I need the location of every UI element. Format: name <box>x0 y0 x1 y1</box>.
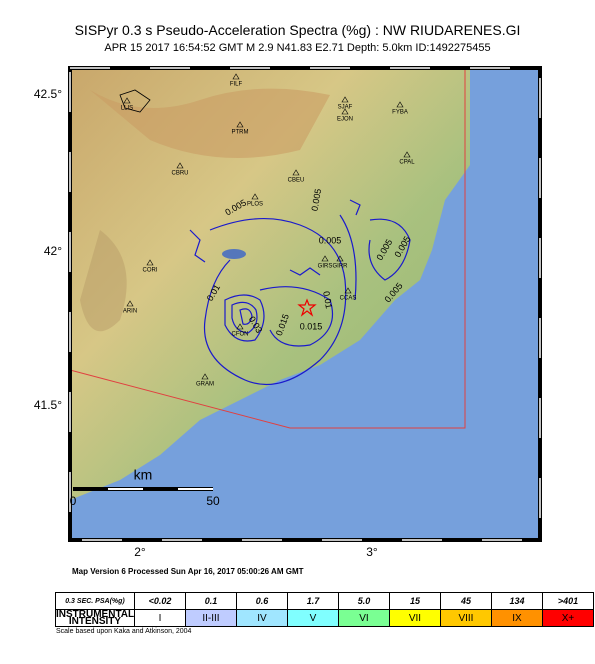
station-label: CBRU <box>171 171 188 177</box>
station-label: PTRM <box>232 130 249 136</box>
psa-value: 1.7 <box>286 592 339 610</box>
contour-label: 0.005 <box>319 235 342 245</box>
station <box>396 101 404 108</box>
psa-value: 45 <box>439 592 492 610</box>
station <box>251 193 259 200</box>
scale-note: Scale based upon Kaka and Atkinson, 2004 <box>56 628 192 635</box>
intensity-value: IX <box>490 609 543 627</box>
intensity-value: IV <box>235 609 288 627</box>
station-label: PLOS <box>247 202 263 208</box>
station <box>201 373 209 380</box>
mountains <box>90 88 330 158</box>
lake <box>222 249 246 259</box>
station-label: GRAM <box>196 382 214 388</box>
station-label: SJAF <box>338 105 353 111</box>
contours <box>189 199 411 386</box>
station-label: CFON <box>232 332 249 338</box>
border <box>119 89 151 113</box>
epicenter <box>297 298 317 317</box>
station <box>321 255 329 262</box>
station <box>236 121 244 128</box>
station-label: LLIS <box>121 106 133 112</box>
psa-value: 134 <box>490 592 543 610</box>
scale-start: 0 <box>70 494 77 508</box>
intensity-header: INSTRUMENTAL INTENSITY <box>55 609 135 627</box>
scale-bar: km 0 50 <box>70 467 220 508</box>
legend: 0.3 SEC. PSA(%g) <0.02 0.1 0.6 1.7 5.0 15 45 134… <box>55 592 594 627</box>
contour-label: 0.01 <box>321 290 334 309</box>
lat-label: 41.5° <box>34 398 62 412</box>
psa-value: 5.0 <box>337 592 390 610</box>
lon-label: 2° <box>134 545 146 559</box>
station <box>344 287 352 294</box>
psa-value: >401 <box>541 592 594 610</box>
intensity-value: X+ <box>541 609 594 627</box>
version: Map Version 6 Processed Sun Apr 16, 2017… <box>72 567 304 576</box>
title: SISPyr 0.3 s Pseudo-Acceleration Spectra… <box>74 22 521 38</box>
psa-value: <0.02 <box>133 592 186 610</box>
scale-bar-seg <box>108 488 143 490</box>
contour-label: 0.015 <box>300 321 323 331</box>
subtitle: APR 15 2017 16:54:52 GMT M 2.9 N41.83 E2… <box>104 42 491 54</box>
station <box>126 300 134 307</box>
station <box>232 73 240 80</box>
station <box>292 169 300 176</box>
station-label: GIRS <box>318 264 333 270</box>
station-label: FILF <box>230 82 243 88</box>
station <box>176 162 184 169</box>
relief <box>80 230 127 332</box>
land <box>70 68 470 500</box>
station-label: ARIN <box>123 309 137 315</box>
station-label: CBEU <box>288 178 305 184</box>
psa-value: 0.6 <box>235 592 288 610</box>
border-line <box>69 68 466 429</box>
station <box>336 255 344 262</box>
lon-label: 3° <box>366 545 378 559</box>
intensity-value: II-III <box>184 609 237 627</box>
lat-label: 42° <box>44 244 62 258</box>
intensity-value: I <box>133 609 186 627</box>
scale-end: 50 <box>206 494 220 508</box>
station <box>236 323 244 330</box>
lat-label: 42.5° <box>34 87 62 101</box>
station-label: EJON <box>337 117 353 123</box>
intensity-value: VIII <box>439 609 492 627</box>
map: FILF LLIS PTRM SJAF EJON FYBA CBRU CBEU CPAL PLOS… <box>34 66 542 576</box>
station <box>146 259 154 266</box>
intensity-value: VI <box>337 609 390 627</box>
station-label: FYBA <box>392 110 408 116</box>
intensity-value: V <box>286 609 339 627</box>
station-label: CPAL <box>399 160 415 166</box>
psa-value: 15 <box>388 592 441 610</box>
station <box>123 97 131 104</box>
station <box>341 108 349 115</box>
map-frame <box>68 66 542 542</box>
station-label: CORI <box>143 268 158 274</box>
station-label: GIRR <box>333 264 349 270</box>
scale-unit: km <box>134 467 153 483</box>
psa-value: 0.1 <box>184 592 237 610</box>
contour-label: 0.005 <box>310 188 324 212</box>
intensity-value: VII <box>388 609 441 627</box>
station-label: CCAS <box>340 296 357 302</box>
station <box>341 96 349 103</box>
psa-header: 0.3 SEC. PSA(%g) <box>55 592 135 610</box>
station <box>403 151 411 158</box>
scale-bar-seg <box>178 488 213 490</box>
